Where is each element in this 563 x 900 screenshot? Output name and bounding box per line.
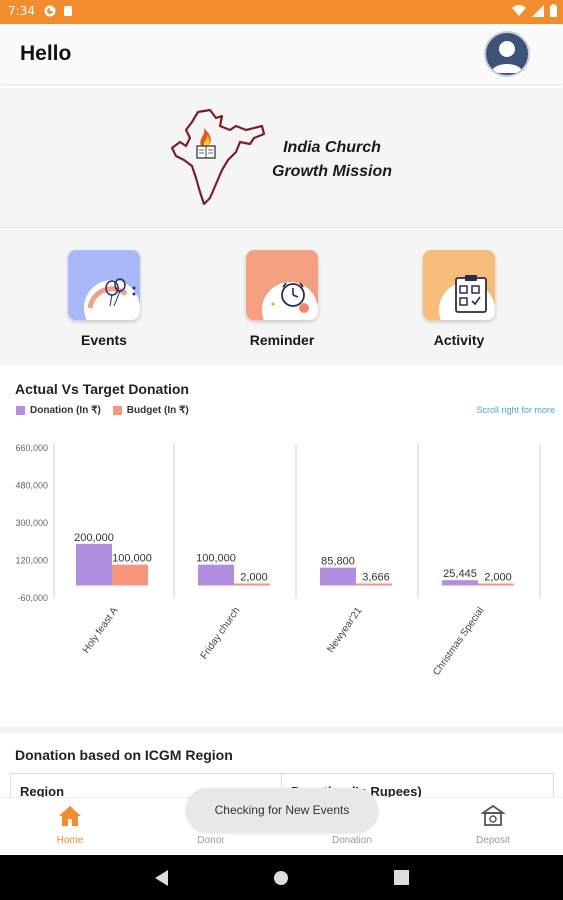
wifi-icon [512,4,526,16]
y-tick-label: 120,000 [15,556,48,566]
reminder-label: Reminder [249,332,315,348]
quick-action-reminder[interactable]: Reminder [237,250,327,348]
quick-action-events[interactable]: Events [59,250,149,348]
home-circle-icon[interactable] [273,870,289,886]
donation-chart-card: Actual Vs Target Donation Donation (In ₹… [0,372,563,722]
toast-message: Checking for New Events [186,788,378,832]
activity-label: Activity [433,332,485,348]
data-label: 200,000 [74,532,114,544]
chart-legend: Donation (In ₹) Budget (In ₹) [16,405,189,416]
scroll-hint[interactable]: Scroll right for more [476,405,555,415]
data-label: 2,000 [484,572,512,584]
quick-actions: Events Reminder [0,230,563,366]
reminder-icon [262,282,318,320]
data-label: 100,000 [112,553,152,565]
nav-deposit[interactable]: Deposit [448,804,538,846]
region-title: Donation based on ICGM Region [15,747,233,763]
legend-label-donation: Donation (In ₹) [30,405,101,416]
data-label: 100,000 [196,553,236,565]
back-icon[interactable] [155,870,169,886]
bar-budget [478,583,514,586]
legend-label-budget: Budget (In ₹) [126,405,189,416]
nav-donor-label: Donor [197,835,225,846]
y-tick-label: -60,000 [17,593,48,603]
data-label: 85,800 [321,556,355,568]
bar-donation [320,567,356,586]
bar-donation [76,543,112,586]
banner: India Church Growth Mission [0,88,563,228]
nav-deposit-label: Deposit [476,835,510,846]
x-category-label: Holy feast A [81,605,121,655]
donation-bar-chart[interactable]: 660,000 480,000 300,000 120,000 -60,000 200,0… [0,432,563,722]
events-label: Events [81,332,127,348]
battery-icon [550,4,557,17]
banner-line-1: India Church [283,139,381,156]
legend-budget: Budget (In ₹) [112,405,189,416]
events-icon [84,278,140,320]
bar-budget [234,583,270,586]
app-notification-icon [44,5,56,17]
legend-swatch-budget [112,406,122,415]
banner-title: India Church Growth Mission [262,136,402,184]
system-navigation-bar [0,855,563,900]
india-map-logo-icon [170,108,266,206]
activity-tile[interactable] [423,250,495,320]
status-time: 7:34 [8,4,35,18]
activity-icon [439,275,495,320]
y-tick-label: 300,000 [15,518,48,528]
sd-card-icon [64,6,72,16]
reminder-tile[interactable] [246,250,318,320]
banner-line-2: Growth Mission [272,163,392,180]
data-label: 3,666 [362,572,390,584]
data-label: 25,445 [443,568,477,580]
events-tile[interactable] [68,250,140,320]
nav-donation-label: Donation [331,835,373,846]
quick-action-activity[interactable]: Activity [414,250,504,348]
legend-swatch-donation [16,406,25,415]
recents-icon[interactable] [394,870,409,885]
page-title: Hello [20,42,72,65]
user-avatar-icon [491,41,523,73]
bar-donation [198,564,234,586]
data-label: 2,000 [240,572,268,584]
legend-donation: Donation (In ₹) [16,405,101,416]
bar-budget [356,583,392,586]
x-category-label: Christmas Special [431,605,486,677]
bar-budget [112,564,148,586]
y-tick-label: 660,000 [15,443,48,453]
x-category-label: Friday church [199,605,243,661]
x-category-label: Newyear'21 [325,605,364,655]
signal-icon [532,4,544,17]
app-bar: Hello [0,24,563,84]
nav-home[interactable]: Home [25,804,115,846]
deposit-icon [480,804,506,826]
y-tick-label: 480,000 [15,481,48,491]
avatar[interactable] [484,31,530,77]
nav-home-label: Home [56,835,84,846]
status-bar: 7:34 [0,0,563,24]
bar-donation [442,580,478,586]
home-icon [59,806,81,826]
chart-title: Actual Vs Target Donation [15,381,189,397]
